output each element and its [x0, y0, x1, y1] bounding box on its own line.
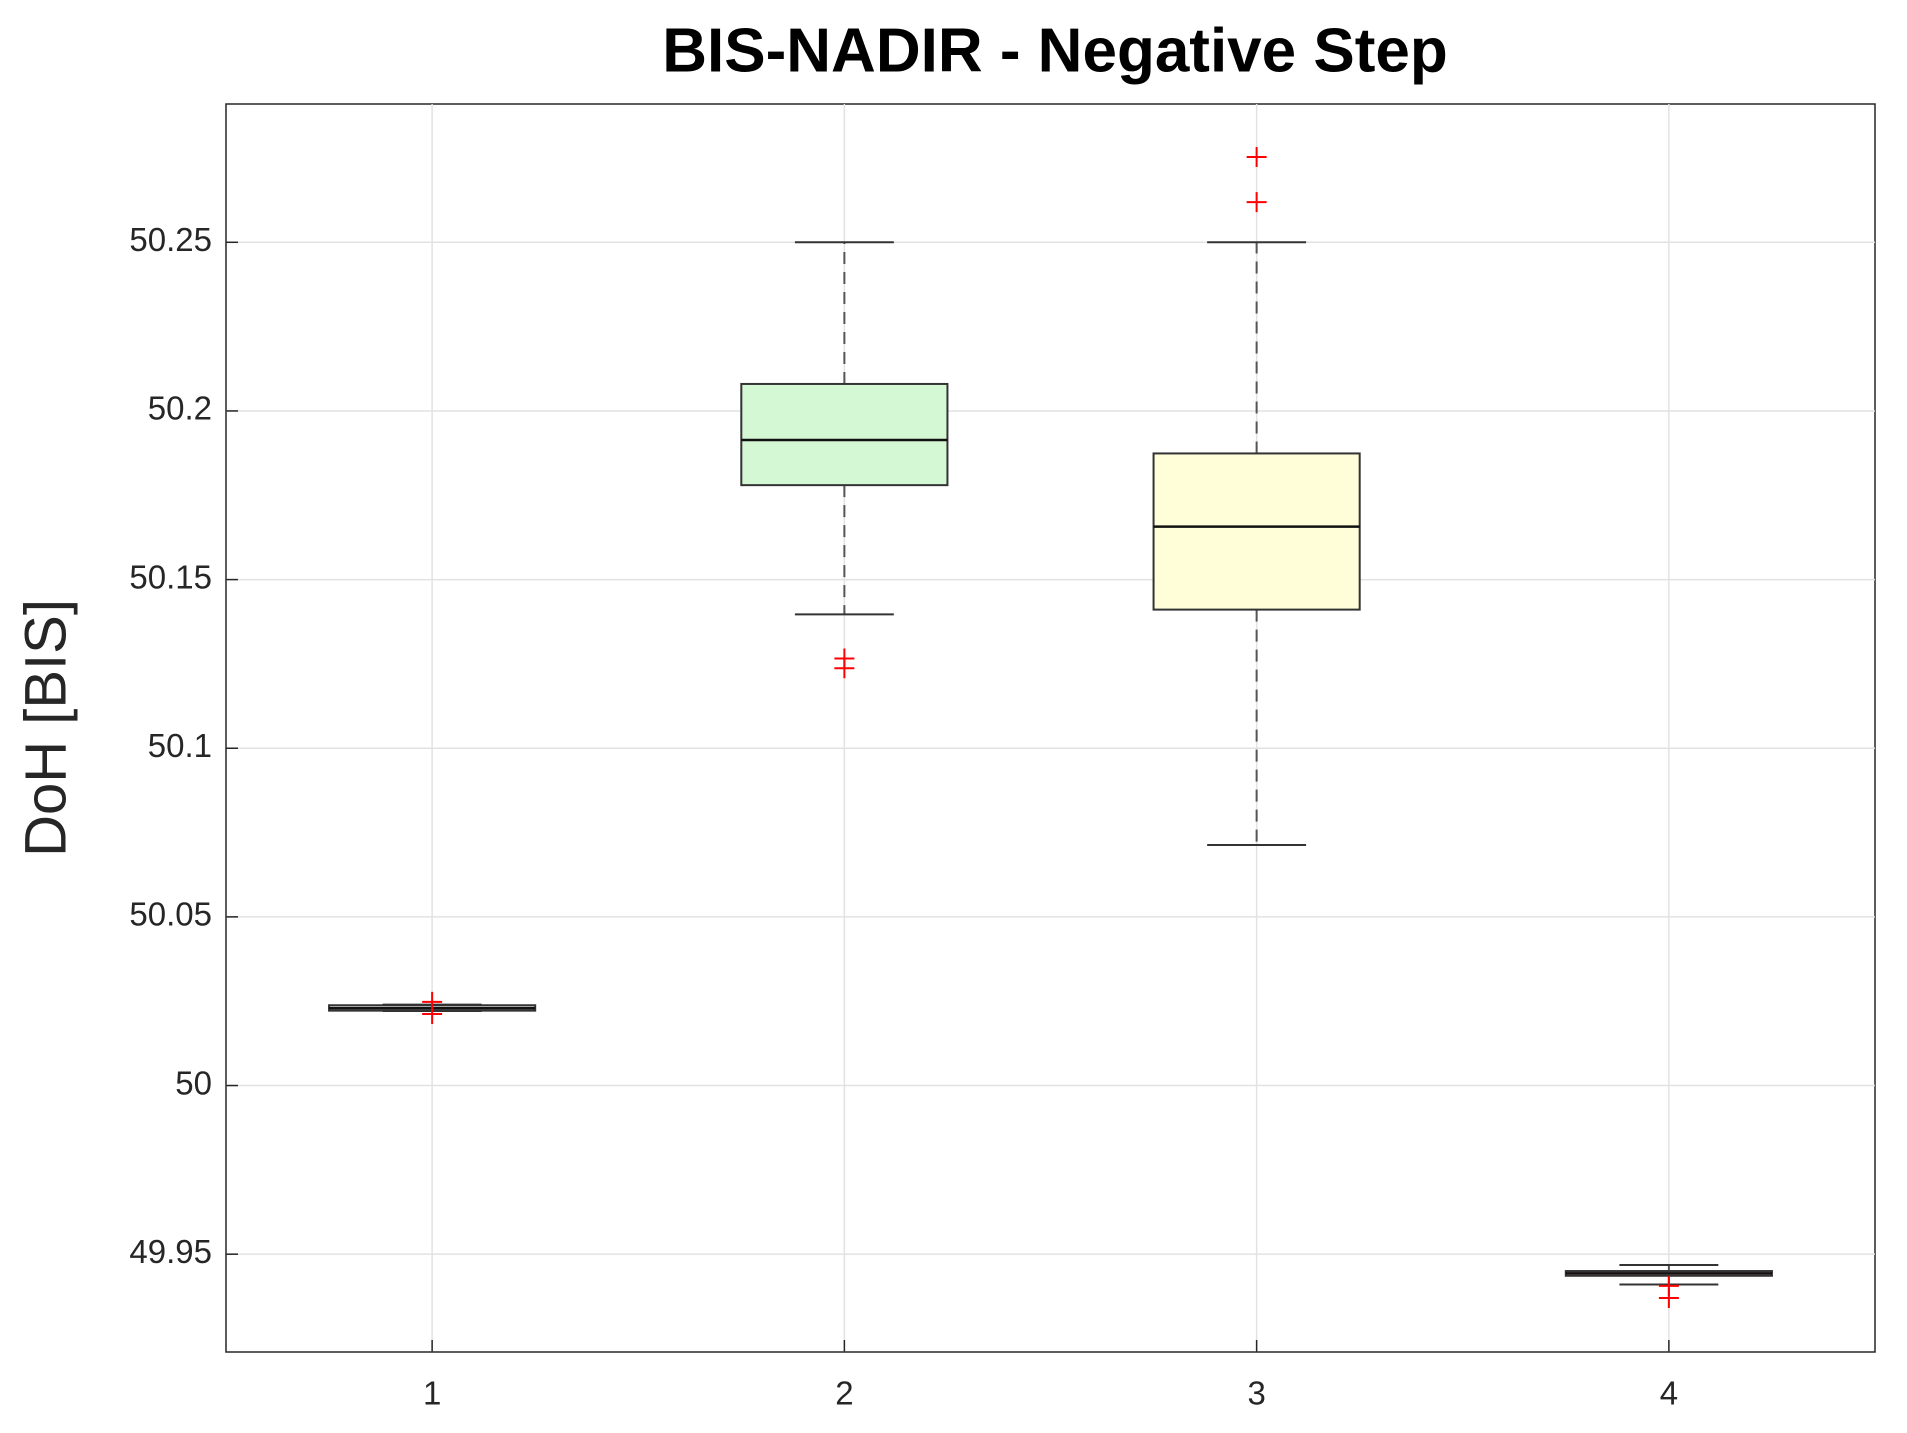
- x-tick-label: 1: [423, 1375, 441, 1412]
- box: [740, 382, 949, 487]
- outlier: [1658, 1288, 1679, 1309]
- x-tick-label: 4: [1660, 1375, 1678, 1412]
- outlier: [1246, 192, 1267, 213]
- x-tick-label: 3: [1247, 1375, 1265, 1412]
- y-tick-label: 50: [175, 1064, 212, 1101]
- outlier: [834, 658, 855, 679]
- y-tick-label: 50.2: [148, 390, 212, 427]
- y-tick-label: 50.1: [148, 727, 212, 764]
- chart-title: BIS-NADIR - Negative Step: [662, 16, 1447, 85]
- x-tick-label: 2: [835, 1375, 853, 1412]
- y-tick-label: 49.95: [129, 1233, 212, 1270]
- box: [1152, 452, 1361, 611]
- y-tick-label: 50.25: [129, 221, 212, 258]
- outlier: [1246, 146, 1267, 167]
- plot-frame: [225, 103, 1876, 1353]
- outlier: [422, 1004, 443, 1025]
- y-tick-label: 50.05: [129, 896, 212, 933]
- y-axis-label: DoH [BIS]: [13, 599, 78, 857]
- y-tick-label: 50.15: [129, 558, 212, 595]
